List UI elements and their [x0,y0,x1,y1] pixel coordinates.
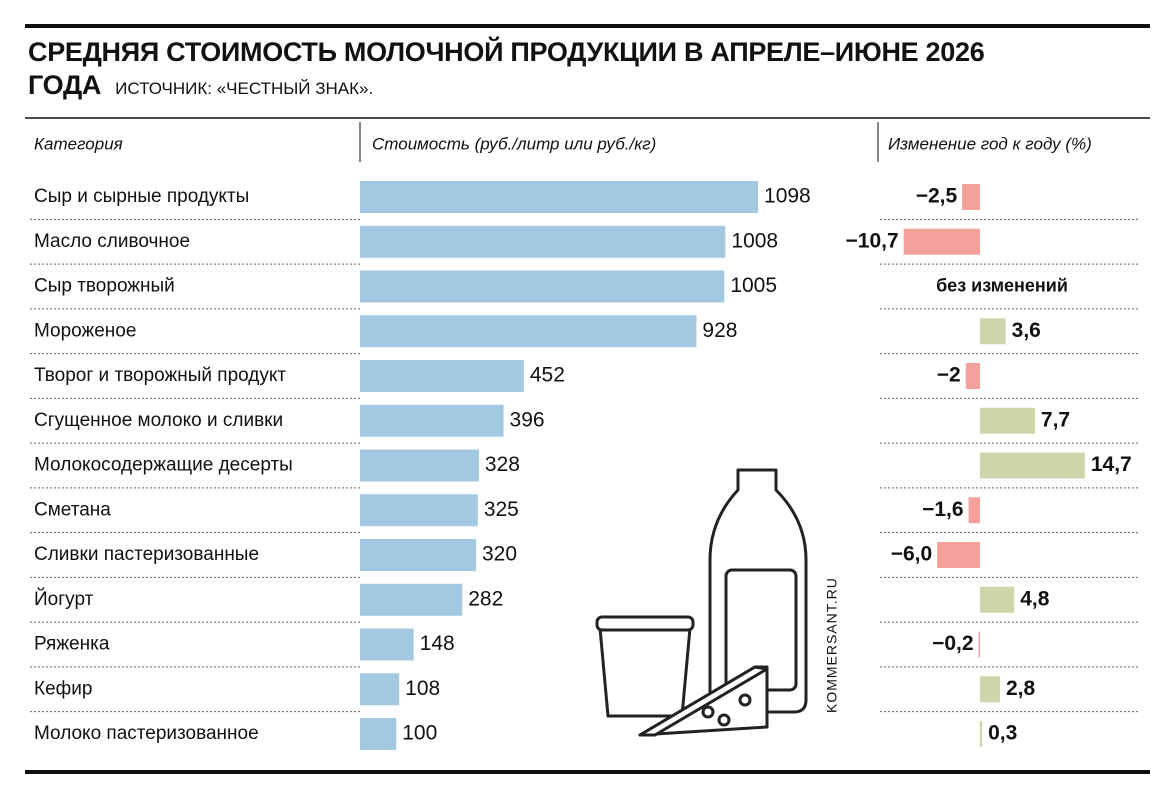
category-label: Сыр творожный [34,276,175,297]
category-label: Молоко пастеризованное [34,723,259,744]
value-label: 100 [402,722,437,745]
change-bar [903,228,980,255]
category-label: Масло сливочное [34,231,190,252]
category-label: Ряженка [34,634,110,655]
change-bar [978,631,980,658]
change-label: 14,7 [1091,453,1132,476]
bar [360,315,697,348]
bar [360,718,397,750]
category-label: Творог и творожный продукт [34,365,286,386]
category-label: Молокосодержащие десерты [34,455,293,476]
value-label: 928 [702,319,737,342]
change-bar [980,452,1085,479]
category-label: Сметана [34,499,111,520]
column-header: Стоимость (руб./литр или руб./кг) [372,134,656,153]
category-label: Мороженое [34,320,136,341]
value-label: 328 [485,453,520,476]
value-label: 452 [530,364,565,387]
category-label: Сыр и сырные продукты [34,186,249,207]
change-bar [980,676,1000,703]
title-text: СРЕДНЯЯ СТОИМОСТЬ МОЛОЧНОЙ ПРОДУКЦИИ В А… [28,37,985,100]
source: ИСТОЧНИК: «ЧЕСТНЫЙ ЗНАК». [115,79,374,98]
bar [360,583,463,616]
value-label: 282 [468,587,503,610]
value-label: 108 [405,677,440,700]
bar [360,404,504,437]
bar [360,360,524,392]
change-bar [937,542,980,568]
change-label: −0,2 [932,632,973,655]
value-label: 148 [420,632,455,655]
change-bar [980,318,1006,345]
value-label: 1098 [764,185,811,208]
bar [360,181,759,213]
change-bar [980,586,1015,613]
column-header: Категория [34,134,123,153]
change-bar [962,184,980,210]
change-bar [968,497,980,524]
change-label: 3,6 [1012,319,1041,342]
value-label: 1005 [730,274,777,297]
category-label: Кефир [34,678,92,699]
category-label: Йогурт [34,588,94,610]
change-label: 2,8 [1006,677,1036,700]
bar [360,449,479,482]
value-label: 325 [484,498,519,521]
watermark: KOMMERSANT.RU [824,577,840,713]
change-label: −10,7 [846,229,899,252]
bar [360,673,400,706]
column-header: Изменение год к году (%) [888,134,1092,153]
bar [360,225,726,258]
category-label: Сливки пастеризованные [34,544,259,565]
illustration [595,468,808,737]
bar [360,494,478,527]
category-label: Сгущенное молоко и сливки [34,410,283,431]
value-label: 320 [482,543,517,566]
change-bar [980,721,983,747]
change-label: 7,7 [1041,408,1070,431]
change-bar [965,363,980,389]
change-label: −6,0 [891,543,932,566]
change-label: −1,6 [922,498,963,521]
change-label: −2,5 [916,185,958,208]
bar [360,270,725,303]
change-label: 0,3 [988,722,1017,745]
bar [360,539,476,571]
value-label: 396 [510,408,545,431]
change-label: без изменений [936,275,1068,295]
bar [360,628,414,661]
change-label: −2 [937,364,961,387]
change-label: 4,8 [1020,587,1050,610]
title: СРЕДНЯЯ СТОИМОСТЬ МОЛОЧНОЙ ПРОДУКЦИИ В А… [28,36,1038,105]
change-bar [980,407,1035,434]
value-label: 1008 [731,229,778,252]
